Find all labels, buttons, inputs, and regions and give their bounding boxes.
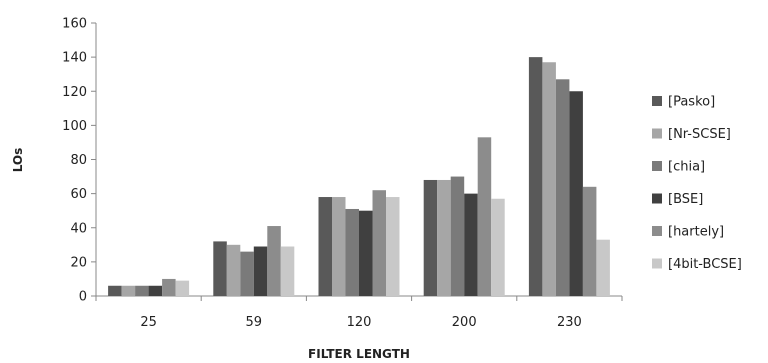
y-tick-label: 80 <box>70 153 87 168</box>
legend-swatch <box>652 128 662 139</box>
x-tick-label: 120 <box>347 315 372 330</box>
x-tick-label: 200 <box>452 315 477 330</box>
bar-6-120 <box>386 197 400 296</box>
y-tick-label: 20 <box>70 255 87 270</box>
y-tick-label: 160 <box>62 17 87 32</box>
x-axis: 25 59 120 200 230 <box>95 295 623 330</box>
bar-5-120 <box>372 190 386 296</box>
y-tick-label: 40 <box>70 221 87 236</box>
legend-swatch <box>652 96 662 106</box>
bar-3-230 <box>555 79 570 297</box>
y-tick-label: 0 <box>79 290 87 305</box>
legend-label: [4bit-BCSE] <box>668 257 742 272</box>
bar-4-59 <box>253 246 268 296</box>
legend-swatch <box>652 258 662 269</box>
legend-label: [hartely] <box>668 225 724 240</box>
bar-2-200 <box>437 179 451 296</box>
bar-5-25 <box>162 278 176 296</box>
y-tick-label: 60 <box>70 187 87 202</box>
bars <box>108 57 610 297</box>
x-tick-label: 59 <box>246 315 263 330</box>
bar-6-25 <box>175 280 190 296</box>
y-tick-label: 120 <box>62 85 87 100</box>
bar-3-59 <box>240 251 254 296</box>
x-axis-title: FILTER LENGTH <box>308 347 410 361</box>
bar-1-230 <box>528 57 543 296</box>
bar-6-59 <box>280 246 295 296</box>
bar-3-200 <box>450 176 465 296</box>
bar-5-200 <box>477 137 492 296</box>
bar-1-59 <box>213 241 227 296</box>
bar-4-230 <box>569 91 583 296</box>
x-tick-label: 25 <box>140 315 157 330</box>
bar-4-25 <box>148 285 163 296</box>
bar-2-59 <box>226 244 241 296</box>
bar-2-25 <box>121 285 136 296</box>
legend-label: [BSE] <box>668 192 703 207</box>
legend-swatch <box>652 193 662 204</box>
bar-5-230 <box>582 186 597 296</box>
y-axis: 0 20 40 60 80 100 120 140 160 <box>62 17 97 305</box>
bar-1-120 <box>318 197 332 296</box>
bar-6-230 <box>596 239 610 296</box>
bar-3-25 <box>135 285 149 296</box>
legend-label: [Pasko] <box>668 95 715 110</box>
bar-5-59 <box>267 226 281 296</box>
y-tick-label: 140 <box>62 51 87 66</box>
bar-3-120 <box>345 208 359 296</box>
legend-swatch <box>652 161 662 171</box>
legend-swatch <box>652 226 662 236</box>
bar-6-200 <box>491 198 505 296</box>
bar-4-200 <box>464 193 478 296</box>
legend-label: [Nr-SCSE] <box>668 127 731 142</box>
bar-1-25 <box>108 285 122 296</box>
legend-label: [chia] <box>668 160 705 175</box>
bar-1-200 <box>423 179 438 296</box>
y-axis-title: LOs <box>11 148 25 173</box>
y-tick-label: 100 <box>62 119 87 134</box>
x-tick-label: 230 <box>557 315 582 330</box>
bar-2-230 <box>542 62 556 297</box>
legend: [Pasko] [Nr-SCSE] [chia] [BSE] [hartely] [4bi… <box>652 95 742 272</box>
bar-4-120 <box>359 210 373 296</box>
bar-2-120 <box>332 197 346 296</box>
